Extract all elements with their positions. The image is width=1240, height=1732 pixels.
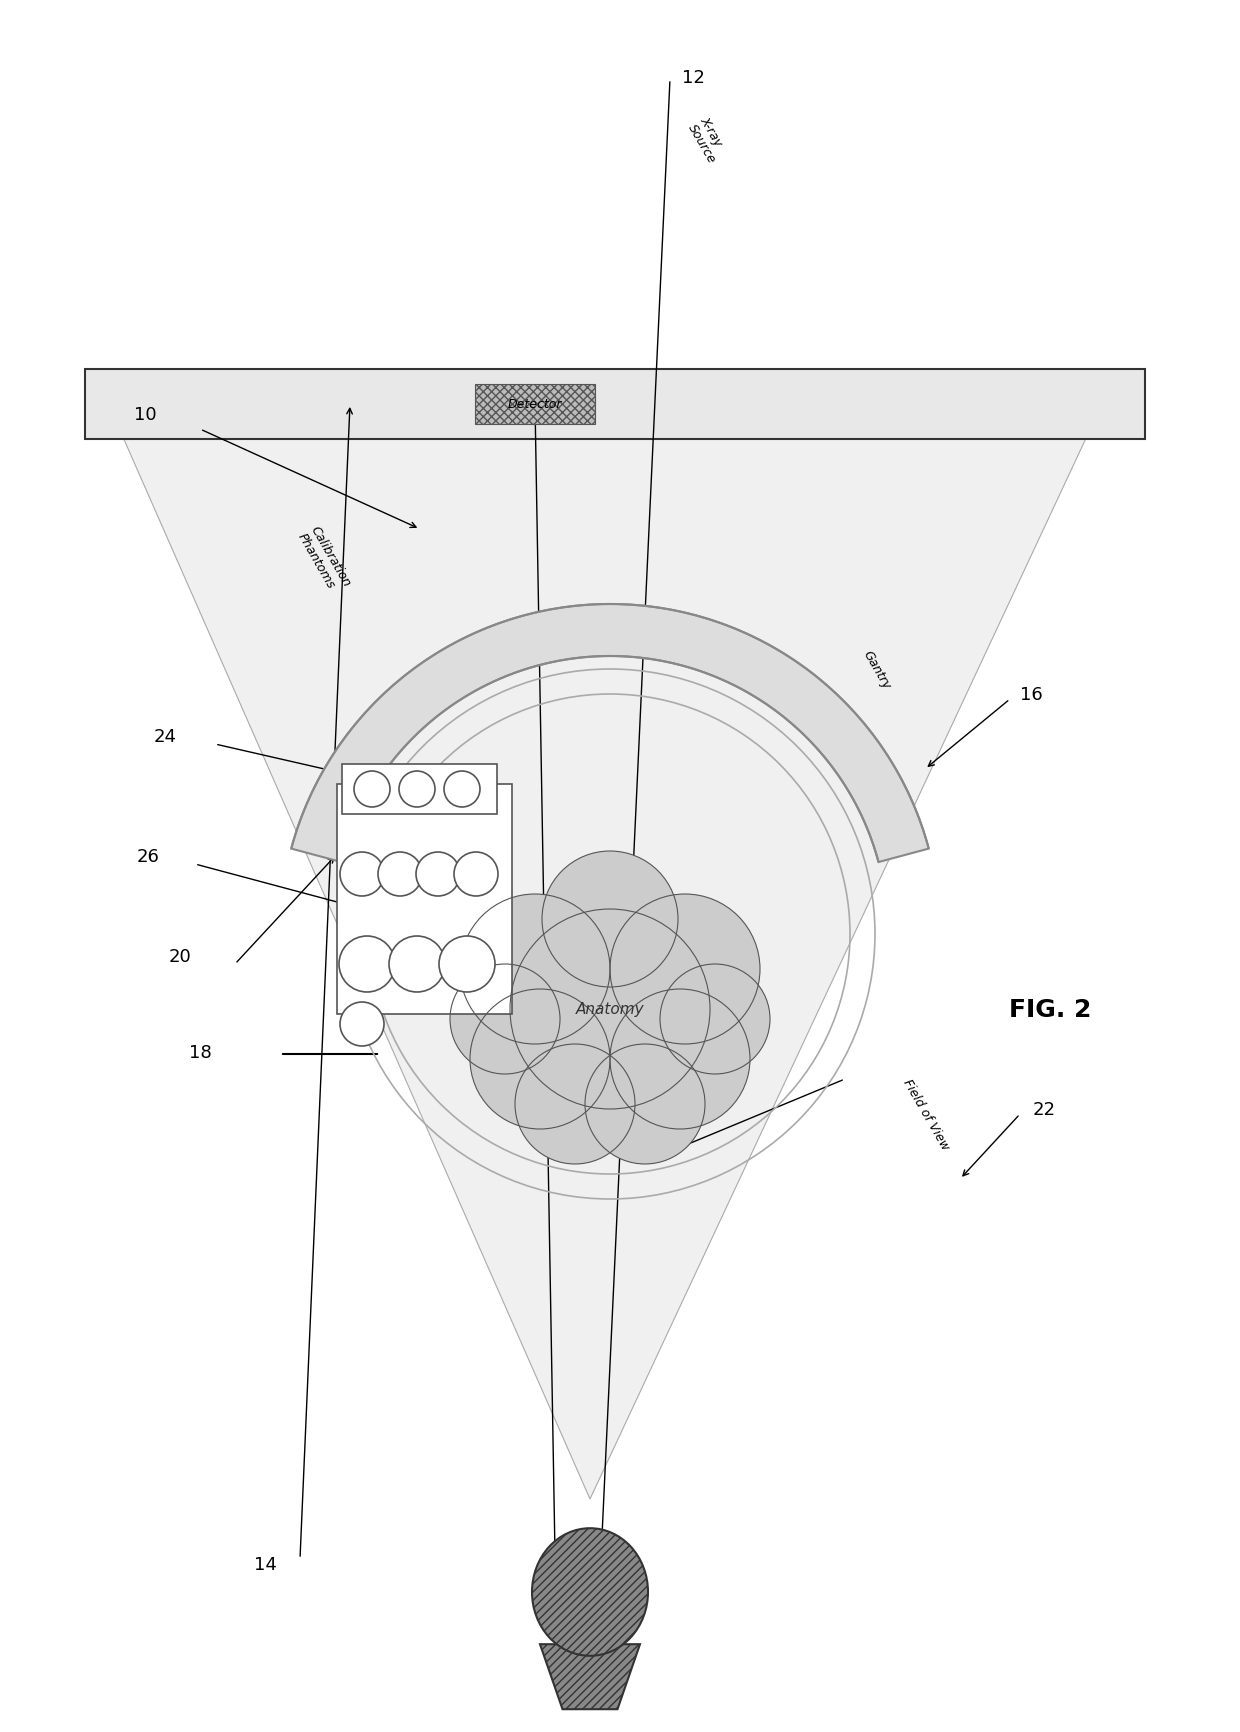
Text: Gantry: Gantry — [861, 648, 893, 691]
Circle shape — [399, 771, 435, 807]
Circle shape — [340, 1003, 384, 1046]
Circle shape — [450, 965, 560, 1074]
Circle shape — [515, 1044, 635, 1164]
Polygon shape — [291, 604, 929, 863]
Circle shape — [444, 771, 480, 807]
Circle shape — [415, 852, 460, 897]
Circle shape — [460, 894, 610, 1044]
Circle shape — [454, 852, 498, 897]
Circle shape — [470, 989, 610, 1129]
Text: Detector: Detector — [507, 398, 562, 410]
Text: 18: 18 — [188, 1043, 211, 1062]
Circle shape — [340, 852, 384, 897]
Text: Anatomy: Anatomy — [575, 1001, 645, 1017]
Text: FIG. 2: FIG. 2 — [1009, 998, 1091, 1022]
Bar — [475, 385, 595, 424]
Text: Calibration
Phantoms: Calibration Phantoms — [295, 523, 353, 596]
Circle shape — [389, 937, 445, 992]
Circle shape — [585, 1044, 706, 1164]
Circle shape — [339, 937, 396, 992]
Text: Field of View: Field of View — [900, 1077, 951, 1152]
Text: 28: 28 — [557, 1555, 580, 1573]
Circle shape — [610, 894, 760, 1044]
Circle shape — [610, 989, 750, 1129]
Polygon shape — [539, 1644, 640, 1709]
Text: 10: 10 — [134, 405, 156, 424]
Text: 12: 12 — [682, 69, 704, 87]
Text: 20: 20 — [169, 947, 191, 965]
Circle shape — [439, 937, 495, 992]
Text: 22: 22 — [1033, 1100, 1056, 1119]
Text: 14: 14 — [253, 1555, 277, 1573]
Circle shape — [660, 965, 770, 1074]
Text: X-ray
Source: X-ray Source — [684, 114, 730, 166]
Circle shape — [542, 852, 678, 987]
Circle shape — [353, 771, 391, 807]
Text: 24: 24 — [154, 727, 176, 745]
Text: 16: 16 — [1021, 686, 1043, 703]
Ellipse shape — [532, 1528, 649, 1656]
Bar — [337, 785, 512, 1015]
Polygon shape — [115, 419, 1095, 1500]
Bar — [86, 371, 1145, 440]
Circle shape — [378, 852, 422, 897]
Circle shape — [510, 909, 711, 1110]
Text: 26: 26 — [136, 847, 160, 866]
Bar — [342, 764, 497, 814]
